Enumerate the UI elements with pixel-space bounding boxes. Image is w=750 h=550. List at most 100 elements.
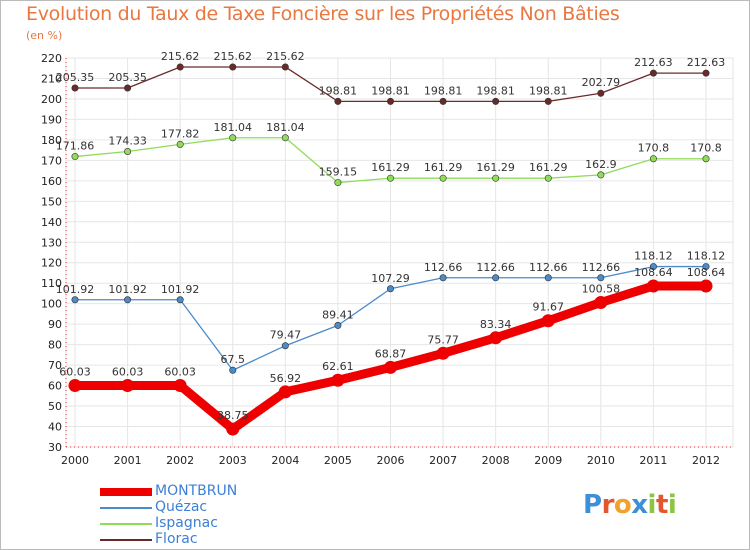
- data-point-florac: [334, 97, 342, 105]
- data-point-montbrun: [121, 379, 135, 393]
- data-label-florac: 198.81: [424, 84, 463, 97]
- data-label-florac: 212.63: [634, 56, 673, 69]
- data-label-florac: 205.35: [108, 71, 147, 84]
- y-tick-label: 130: [41, 236, 62, 249]
- y-tick-label: 210: [41, 72, 62, 85]
- data-point-ispagnac: [334, 179, 342, 187]
- data-point-quezac: [386, 285, 394, 293]
- data-label-montbrun: 60.03: [164, 366, 196, 379]
- data-point-quezac: [597, 274, 605, 282]
- data-point-ispagnac: [702, 155, 710, 163]
- data-label-quezac: 101.92: [56, 283, 95, 296]
- data-label-montbrun: 56.92: [270, 372, 302, 385]
- data-point-florac: [71, 84, 79, 92]
- data-point-ispagnac: [492, 174, 500, 182]
- data-label-montbrun: 83.34: [480, 318, 512, 331]
- data-point-ispagnac: [281, 134, 289, 142]
- y-tick-label: 120: [41, 257, 62, 270]
- data-label-quezac: 101.92: [161, 283, 200, 296]
- data-label-florac: 198.81: [529, 84, 568, 97]
- x-tick-label: 2002: [166, 454, 194, 467]
- data-label-florac: 202.79: [582, 76, 621, 89]
- legend-label-montbrun: MONTBRUN: [155, 483, 238, 499]
- gridlines: [66, 57, 733, 448]
- data-point-quezac: [649, 263, 657, 271]
- data-point-ispagnac: [649, 155, 657, 163]
- x-tick-label: 2006: [377, 454, 405, 467]
- data-label-montbrun: 100.58: [582, 282, 621, 295]
- data-point-quezac: [544, 274, 552, 282]
- proxiti-logo: Proxiti: [583, 490, 677, 520]
- x-tick-label: 2000: [61, 454, 89, 467]
- logo-letter: i: [667, 490, 677, 520]
- y-tick-label: 180: [41, 134, 62, 147]
- data-point-montbrun: [646, 279, 660, 293]
- legend-label-ispagnac: Ispagnac: [155, 515, 218, 531]
- data-point-montbrun: [594, 295, 608, 309]
- data-label-quezac: 79.47: [270, 329, 302, 342]
- x-tick-label: 2004: [271, 454, 299, 467]
- y-tick-label: 150: [41, 195, 62, 208]
- data-point-florac: [702, 69, 710, 77]
- data-point-florac: [649, 69, 657, 77]
- legend-label-florac: Florac: [155, 531, 198, 547]
- data-label-montbrun: 108.64: [687, 266, 726, 279]
- data-point-montbrun: [384, 360, 397, 374]
- y-tick-label: 100: [41, 298, 62, 311]
- data-point-montbrun: [489, 331, 503, 345]
- data-label-ispagnac: 171.86: [56, 140, 95, 153]
- logo-letter: r: [601, 490, 615, 520]
- data-point-quezac: [71, 296, 79, 304]
- data-point-montbrun: [331, 373, 345, 387]
- logo-letter: o: [613, 490, 632, 520]
- data-label-ispagnac: 159.15: [319, 166, 358, 179]
- data-point-quezac: [702, 263, 710, 271]
- legend-swatch-ispagnac: [100, 523, 152, 525]
- data-point-quezac: [124, 296, 132, 304]
- data-label-ispagnac: 162.9: [585, 158, 617, 171]
- data-label-ispagnac: 170.8: [690, 142, 722, 155]
- y-tick-label: 30: [48, 441, 62, 454]
- data-point-montbrun: [68, 379, 82, 393]
- legend-swatch-florac: [100, 539, 152, 541]
- data-label-montbrun: 108.64: [634, 266, 673, 279]
- x-tick-label: 2010: [587, 454, 615, 467]
- x-tick-label: 2012: [692, 454, 720, 467]
- data-point-quezac: [334, 321, 342, 329]
- data-point-montbrun: [226, 422, 240, 436]
- series-ispagnac: 171.86 174.33 177.82 181.04 181.04 159.15 161.…: [56, 121, 722, 187]
- data-point-florac: [229, 63, 237, 71]
- data-label-florac: 215.62: [266, 50, 305, 63]
- x-tick-label: 2011: [639, 454, 667, 467]
- x-tick-label: 2008: [482, 454, 510, 467]
- data-label-quezac: 67.5: [221, 353, 246, 366]
- series-montbrun: 60.03 60.03 60.03 38.75 56.92 62.61 68.87 75.77…: [59, 266, 725, 436]
- x-tick-label: 2007: [429, 454, 457, 467]
- data-label-ispagnac: 170.8: [638, 142, 670, 155]
- data-label-ispagnac: 161.29: [476, 161, 515, 174]
- data-label-florac: 198.81: [476, 84, 515, 97]
- data-point-quezac: [176, 296, 184, 304]
- data-label-quezac: 112.66: [582, 261, 621, 274]
- y-tick-label: 200: [41, 93, 62, 106]
- logo-letter: x: [631, 490, 648, 520]
- chart-title: Evolution du Taux de Taxe Foncière sur l…: [26, 3, 620, 25]
- logo-letter: t: [655, 490, 668, 520]
- data-label-ispagnac: 181.04: [266, 121, 305, 134]
- data-point-montbrun: [173, 379, 187, 393]
- y-tick-label: 70: [48, 359, 62, 372]
- y-tick-label: 90: [48, 318, 62, 331]
- data-label-ispagnac: 181.04: [214, 121, 253, 134]
- data-point-quezac: [281, 342, 289, 350]
- data-label-quezac: 118.12: [634, 250, 673, 263]
- data-point-ispagnac: [71, 153, 79, 161]
- y-tick-label: 170: [41, 154, 62, 167]
- data-point-ispagnac: [439, 174, 447, 182]
- series-quezac: 101.92 101.92 101.92 67.5 79.47 89.41 107.29 11…: [56, 250, 725, 374]
- data-point-florac: [124, 84, 132, 92]
- y-tick-label: 160: [41, 175, 62, 188]
- data-point-ispagnac: [386, 174, 394, 182]
- y-axis: 30 40 50 60 70 80 90 100 110 120 130 140 150 160 170 18…: [41, 52, 67, 454]
- data-label-ispagnac: 174.33: [108, 135, 147, 148]
